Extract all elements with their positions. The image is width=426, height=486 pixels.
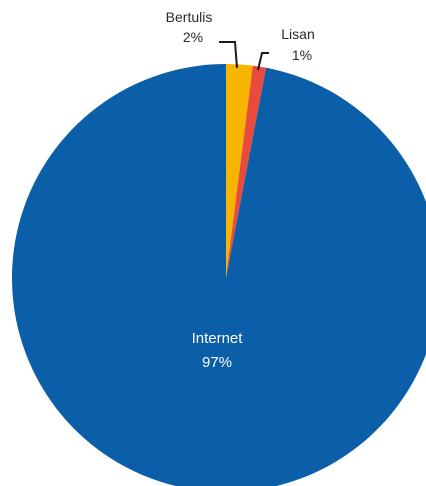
pie-slice-bertulis [226,64,253,278]
leader-line-lisan [257,52,269,71]
pie-slice-lisan [226,65,267,278]
label-internet-value: 97% [202,354,232,371]
pie-slice-internet [12,64,426,486]
label-lisan-value: 1% [292,47,312,63]
label-lisan-name: Lisan [281,26,314,42]
label-bertulis-value: 2% [183,29,203,45]
leader-line-bertulis [219,41,238,69]
pie-slices [12,64,426,486]
label-internet-name: Internet [192,330,244,347]
label-bertulis-name: Bertulis [166,9,213,25]
